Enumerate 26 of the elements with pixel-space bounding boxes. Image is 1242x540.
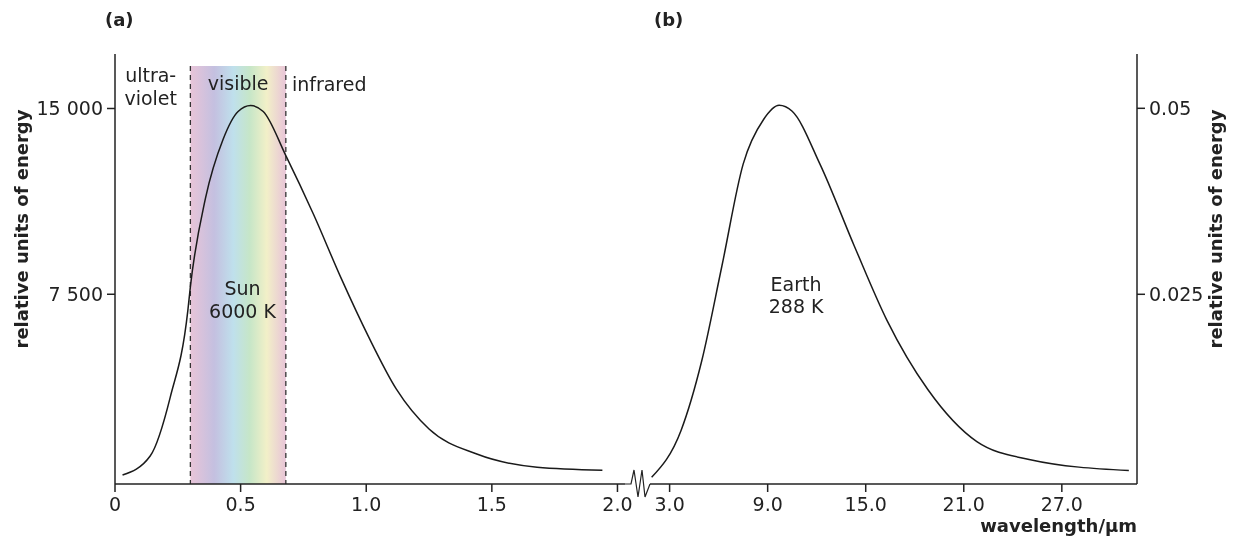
line-series xyxy=(650,104,1130,479)
x-tick-label: 15.0 xyxy=(844,493,887,515)
band-label: visible xyxy=(207,72,269,94)
x-axis-title: wavelength/μm xyxy=(980,515,1137,536)
x-tick-label: 0 xyxy=(108,493,122,515)
y2-tick-label: 0.05 xyxy=(1149,97,1192,120)
annotation: Earth 288 K xyxy=(768,272,825,318)
x-tick-label: 27.0 xyxy=(1040,493,1083,515)
x-tick-label: 9.0 xyxy=(752,493,783,515)
y-tick-label: 15 000 xyxy=(36,97,103,120)
x-tick-label: 1.0 xyxy=(351,493,382,515)
line-series xyxy=(121,104,604,476)
y2-axis-title: relative units of energy xyxy=(1205,109,1226,349)
chart-title: (a) xyxy=(105,9,134,30)
annotation: infrared xyxy=(291,72,367,95)
annotation: ultra- violet xyxy=(124,63,177,109)
y-axis-title: relative units of energy xyxy=(11,109,32,349)
annotation: Sun 6000 K xyxy=(209,276,277,322)
y-tick-label: 7 500 xyxy=(48,283,103,306)
x-tick-label: 2.0 xyxy=(602,493,633,515)
x-tick-label: 0.5 xyxy=(225,493,256,515)
x-tick-label: 1.5 xyxy=(476,493,507,515)
chart-title: (b) xyxy=(654,9,684,30)
y2-tick-label: 0.025 xyxy=(1149,283,1204,306)
x-tick-label: 3.0 xyxy=(654,493,685,515)
x-tick-label: 21.0 xyxy=(942,493,985,515)
